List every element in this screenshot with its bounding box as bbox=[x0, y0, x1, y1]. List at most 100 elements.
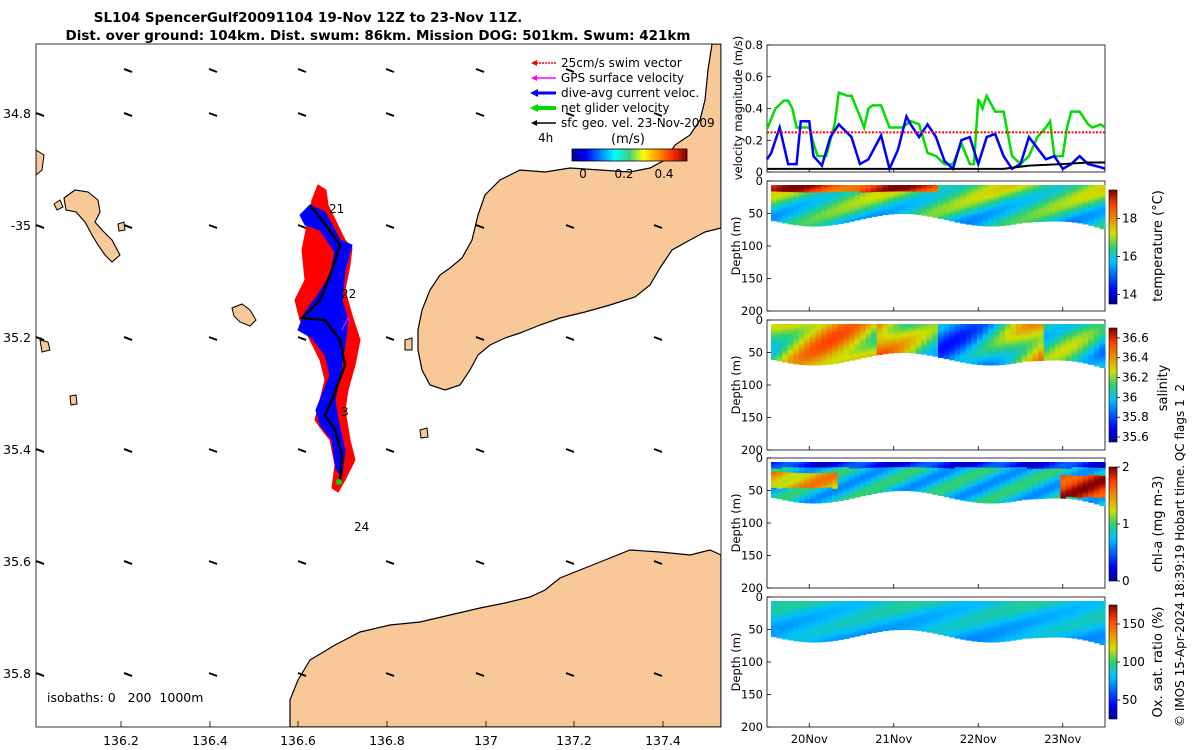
section-cell bbox=[887, 198, 895, 201]
section-cell bbox=[804, 463, 811, 467]
section-cell bbox=[876, 186, 883, 189]
section-cell bbox=[904, 472, 911, 475]
section-cell bbox=[1054, 488, 1062, 491]
section-cell bbox=[993, 324, 1000, 327]
section-cell bbox=[787, 627, 794, 630]
section-cell bbox=[949, 601, 956, 604]
section-cell bbox=[1060, 199, 1067, 202]
section-cell bbox=[1010, 185, 1017, 188]
section-cell bbox=[1038, 332, 1045, 335]
section-cell bbox=[865, 350, 872, 353]
section-cell bbox=[893, 347, 900, 350]
section-cell bbox=[809, 480, 817, 484]
section-cell bbox=[1054, 473, 1062, 476]
section-cell bbox=[943, 353, 950, 357]
section-cell bbox=[782, 484, 789, 487]
section-cell bbox=[949, 189, 956, 193]
section-cell bbox=[960, 467, 967, 470]
section-cell bbox=[815, 344, 822, 347]
section-cell bbox=[1093, 499, 1101, 503]
section-cell bbox=[809, 463, 817, 467]
section-cell bbox=[826, 188, 833, 192]
section-cell bbox=[926, 613, 934, 616]
section-cell bbox=[971, 490, 978, 494]
section-cell bbox=[893, 602, 900, 605]
section-cell bbox=[910, 601, 917, 603]
section-cell bbox=[771, 474, 778, 478]
section-cell bbox=[854, 330, 861, 333]
section-cell bbox=[1038, 491, 1045, 494]
section-cell bbox=[1060, 351, 1067, 355]
section-cell bbox=[1054, 196, 1062, 199]
section-cell bbox=[826, 630, 833, 633]
section-cell bbox=[999, 484, 1006, 487]
section-cell bbox=[865, 352, 872, 355]
section-cell bbox=[1015, 214, 1023, 217]
section-cell bbox=[1060, 194, 1067, 198]
section-cell bbox=[837, 190, 844, 193]
section-cell bbox=[915, 466, 922, 468]
section-cell bbox=[1004, 467, 1011, 470]
section-cell bbox=[904, 209, 911, 212]
section-cell bbox=[932, 340, 939, 343]
section-cell bbox=[949, 350, 956, 353]
section-cell bbox=[932, 206, 939, 209]
section-cell bbox=[965, 602, 972, 606]
section-cell bbox=[899, 210, 906, 213]
section-cell bbox=[938, 328, 945, 331]
section-cell bbox=[938, 474, 945, 477]
section-cell bbox=[771, 605, 778, 609]
section-cell bbox=[876, 346, 883, 349]
section-cell bbox=[793, 195, 800, 199]
section-cell bbox=[899, 482, 906, 485]
section-cell bbox=[954, 218, 961, 221]
section-cell bbox=[871, 474, 878, 477]
depth-tick-label: 50 bbox=[748, 346, 763, 360]
section-cell bbox=[943, 463, 950, 466]
section-cell bbox=[921, 605, 928, 608]
section-cell bbox=[960, 221, 967, 224]
section-cell bbox=[932, 201, 939, 204]
section-cell bbox=[1027, 485, 1034, 488]
section-cell bbox=[782, 186, 789, 190]
map-x-tick-label: 136.8 bbox=[369, 733, 405, 748]
section-cell bbox=[860, 188, 867, 191]
section-cell bbox=[1032, 343, 1039, 347]
section-cell bbox=[776, 629, 783, 632]
section-cell bbox=[887, 190, 895, 193]
section-cell bbox=[915, 342, 922, 345]
section-cell bbox=[1010, 220, 1017, 223]
section-cell bbox=[988, 473, 995, 476]
section-cell bbox=[1010, 462, 1017, 465]
section-cell bbox=[1082, 347, 1089, 350]
section-cell bbox=[915, 336, 922, 338]
section-cell bbox=[854, 200, 861, 204]
section-cell bbox=[1099, 477, 1106, 481]
section-cell bbox=[832, 345, 839, 348]
section-cell bbox=[976, 185, 984, 188]
section-cell bbox=[826, 498, 833, 501]
section-cell bbox=[971, 624, 978, 627]
section-cell bbox=[949, 358, 956, 361]
geo-arrow bbox=[35, 448, 45, 453]
section-cell bbox=[938, 352, 945, 355]
section-cell bbox=[1010, 338, 1017, 341]
section-cell bbox=[782, 339, 789, 342]
depth-tick-label: 50 bbox=[748, 207, 763, 221]
section-cell bbox=[899, 473, 906, 476]
velocity-panel: 00.20.40.60.8 velocity magnitude (m/s) bbox=[731, 36, 1106, 180]
section-cell bbox=[809, 627, 817, 630]
section-cell bbox=[993, 212, 1000, 216]
section-cell bbox=[776, 355, 783, 359]
section-cell bbox=[893, 601, 900, 603]
section-cell bbox=[932, 628, 939, 631]
section-cell bbox=[1043, 207, 1050, 211]
section-cell bbox=[771, 204, 778, 207]
section-cell bbox=[771, 478, 778, 481]
section-cell bbox=[1066, 475, 1073, 478]
section-cell bbox=[782, 606, 789, 609]
section-cell bbox=[1066, 191, 1073, 194]
net-glider-track-line bbox=[299, 204, 347, 481]
section-cell bbox=[776, 335, 783, 338]
section-cell bbox=[988, 333, 995, 336]
